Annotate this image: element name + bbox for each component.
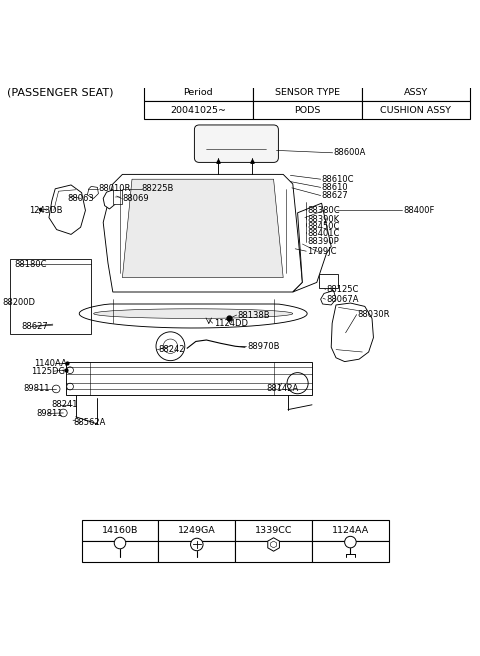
Bar [361,101,470,119]
Text: 88241: 88241 [51,400,78,409]
Circle shape [60,409,67,417]
Circle shape [52,385,60,393]
Bar [235,520,312,541]
Circle shape [114,537,126,549]
Text: 88180C: 88180C [14,260,47,269]
Polygon shape [331,303,373,361]
Bar [361,83,470,101]
Bar [66,361,312,395]
Circle shape [163,339,178,354]
Bar [144,101,253,119]
Text: 88010R: 88010R [98,184,131,194]
Text: 88627: 88627 [322,191,348,200]
Bar [253,83,361,101]
Bar [158,520,235,541]
Text: 88401C: 88401C [307,229,339,238]
Text: 88400F: 88400F [403,206,434,215]
Polygon shape [87,186,98,198]
Polygon shape [94,309,293,318]
Text: 89811: 89811 [36,409,62,418]
Bar [312,520,389,541]
Polygon shape [293,203,331,292]
Text: 88390P: 88390P [307,237,339,246]
Circle shape [191,538,203,551]
Polygon shape [103,174,302,292]
Text: CUSHION ASSY: CUSHION ASSY [381,106,452,115]
Text: 88030R: 88030R [358,310,390,319]
Bar [113,190,122,204]
Text: 1125DG: 1125DG [31,367,65,376]
Text: 1243DB: 1243DB [29,206,62,215]
Text: 88063: 88063 [67,194,94,203]
Text: SENSOR TYPE: SENSOR TYPE [275,88,340,96]
Text: 1339CC: 1339CC [255,526,292,535]
Polygon shape [271,541,276,548]
Text: 88610: 88610 [322,183,348,192]
Text: 88970B: 88970B [247,342,280,351]
Circle shape [345,537,356,548]
Bar [82,520,158,541]
Polygon shape [268,538,279,551]
Circle shape [67,383,73,390]
Polygon shape [49,185,85,234]
Polygon shape [103,190,116,209]
Text: 88142A: 88142A [266,384,299,394]
Bar [253,101,361,119]
Bar [319,274,338,288]
Text: 1140AA: 1140AA [34,359,66,367]
Text: 88200D: 88200D [2,298,36,307]
Polygon shape [79,304,307,328]
Text: 88069: 88069 [122,194,149,203]
Text: 88138B: 88138B [238,310,270,319]
Bar [10,259,91,334]
Text: (PASSENGER SEAT): (PASSENGER SEAT) [7,87,114,97]
Text: 1124AA: 1124AA [332,526,369,535]
Bar [158,541,235,562]
Text: 88242: 88242 [158,345,185,354]
Text: 88125C: 88125C [326,285,359,294]
Polygon shape [321,291,336,305]
Circle shape [67,367,73,374]
Text: 1124DD: 1124DD [214,319,248,328]
Text: ASSY: ASSY [404,88,428,96]
Text: 88390K: 88390K [307,215,339,224]
Polygon shape [122,179,283,277]
Text: 89811: 89811 [23,384,49,394]
Bar [312,541,389,562]
Text: 88627: 88627 [22,322,48,331]
Text: 88450C: 88450C [307,222,339,231]
Text: 88610C: 88610C [322,174,354,184]
Text: 88600A: 88600A [334,148,366,157]
FancyBboxPatch shape [194,125,278,163]
Text: PODS: PODS [294,106,320,115]
Bar [82,541,158,562]
Bar [235,541,312,562]
Text: 1799JC: 1799JC [307,247,336,256]
Text: Period: Period [183,88,213,96]
Text: 88067A: 88067A [326,295,359,304]
Text: 88562A: 88562A [73,418,105,427]
Text: 88380C: 88380C [307,206,340,215]
Text: 20041025~: 20041025~ [170,106,227,115]
Text: 1249GA: 1249GA [178,526,216,535]
Circle shape [287,373,308,394]
Text: 14160B: 14160B [102,526,138,535]
Text: 88225B: 88225B [142,184,174,194]
Bar [144,83,253,101]
Circle shape [156,332,185,361]
